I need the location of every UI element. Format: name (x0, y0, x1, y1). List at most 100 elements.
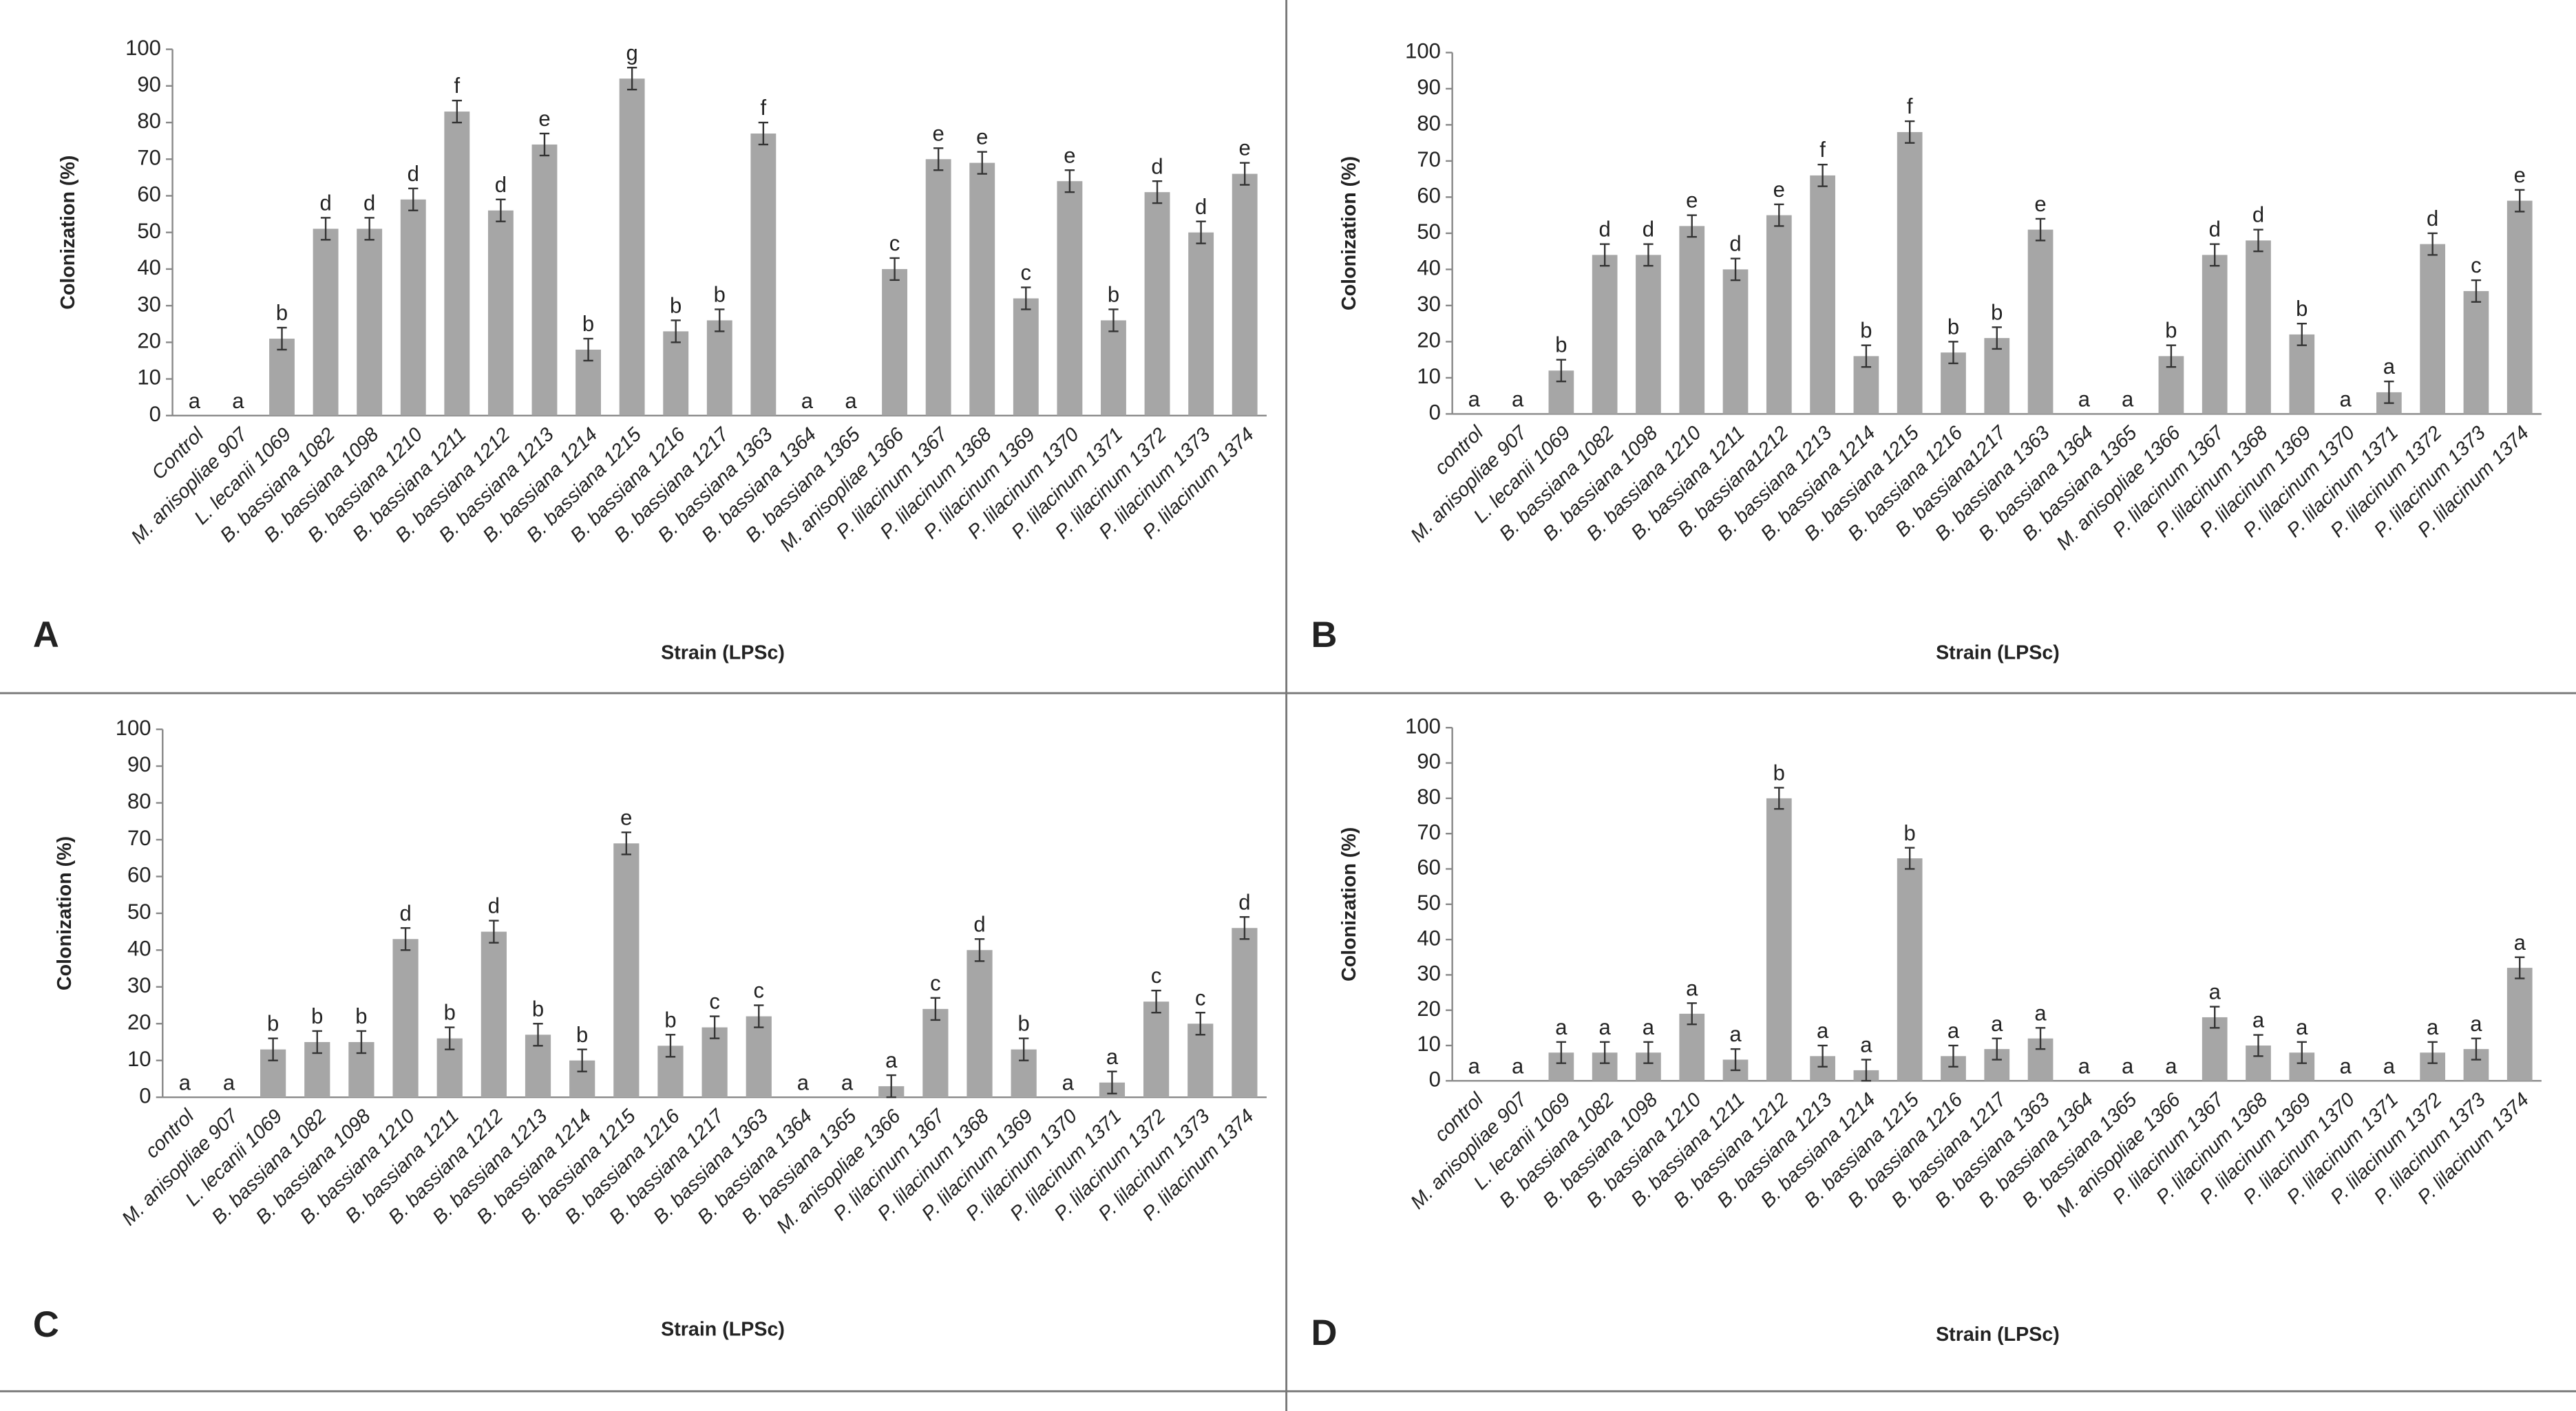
bar (750, 134, 777, 416)
y-tick-label: 30 (1417, 292, 1441, 316)
error-bar (671, 319, 681, 343)
significance-letter: b (670, 294, 682, 318)
error-bar (886, 1074, 896, 1099)
significance-letter: f (1819, 138, 1826, 162)
bar (2506, 200, 2533, 414)
y-tick-label: 50 (1417, 891, 1441, 915)
y-tick-label: 70 (1417, 147, 1441, 171)
bar (357, 229, 383, 416)
error-bar (1774, 203, 1784, 227)
significance-letter: e (1064, 143, 1075, 167)
bar (2202, 255, 2228, 414)
error-bar (1643, 1041, 1654, 1064)
error-bar (577, 1048, 587, 1072)
error-bar (1021, 286, 1031, 310)
significance-letter: d (1643, 218, 1654, 242)
error-bar (1948, 1044, 1959, 1068)
significance-letter: a (2078, 1054, 2091, 1078)
bar (1897, 858, 1923, 1081)
bar (400, 199, 426, 416)
significance-letter: d (1238, 890, 1250, 914)
significance-letter: a (232, 389, 244, 413)
error-bar (452, 99, 462, 124)
y-tick-label: 80 (1417, 785, 1441, 809)
y-tick-label: 80 (127, 789, 151, 814)
error-bar (1600, 1041, 1610, 1064)
error-bar (2297, 322, 2307, 346)
significance-letter: a (2339, 387, 2352, 411)
significance-letter: d (495, 173, 507, 197)
error-bar (1730, 1048, 1741, 1072)
significance-letter: e (1239, 136, 1251, 160)
significance-letter: a (1729, 1022, 1742, 1046)
x-axis-title: Strain (LPSc) (1936, 641, 2060, 664)
significance-letter: b (664, 1008, 676, 1032)
bar (1636, 255, 1661, 414)
significance-letter: a (2078, 387, 2091, 411)
error-bar (312, 1030, 322, 1054)
significance-letter: a (2034, 1001, 2047, 1025)
y-tick-label: 50 (137, 219, 161, 243)
error-bar (2471, 1037, 2482, 1061)
y-tick-label: 10 (137, 365, 161, 390)
error-bar (356, 1030, 367, 1054)
error-bar (2297, 1041, 2307, 1064)
significance-letter: a (1817, 1019, 1829, 1043)
y-tick-label: 40 (1417, 926, 1441, 950)
error-bar (1556, 1041, 1567, 1064)
significance-letter: b (582, 312, 594, 336)
significance-letter: b (1773, 761, 1785, 785)
error-bar (621, 831, 631, 856)
y-tick-label: 0 (1429, 1067, 1441, 1091)
significance-letter: a (797, 1070, 810, 1094)
significance-letter: a (1599, 1015, 1612, 1039)
error-bar (974, 938, 985, 962)
significance-letter: a (1106, 1045, 1119, 1069)
significance-letter: d (399, 901, 411, 925)
error-bar (2471, 279, 2482, 303)
y-tick-label: 40 (1417, 256, 1441, 280)
error-bar (1817, 163, 1828, 187)
error-bar (2253, 229, 2263, 253)
error-bar (1152, 180, 1163, 204)
error-bar (1905, 847, 1915, 870)
significance-letter: a (2383, 1054, 2396, 1078)
y-tick-label: 100 (125, 36, 161, 60)
bar (613, 843, 640, 1098)
y-tick-label: 30 (137, 292, 161, 316)
significance-letter: e (620, 805, 632, 829)
error-bar (2210, 1006, 2220, 1029)
bar (925, 159, 951, 416)
y-tick-label: 90 (127, 752, 151, 776)
error-bar (2427, 1041, 2438, 1064)
y-tick-label: 90 (1417, 750, 1441, 774)
significance-letter: d (973, 912, 985, 936)
panel-label: C (33, 1304, 59, 1345)
significance-letter: a (1555, 1015, 1567, 1039)
bar (2506, 968, 2533, 1081)
error-bar (626, 67, 637, 91)
bar (2420, 244, 2446, 414)
significance-letter: b (2296, 297, 2308, 321)
y-tick-label: 10 (1417, 364, 1441, 388)
error-bar (2515, 956, 2525, 979)
bar (1232, 173, 1258, 416)
x-axis-title: Strain (LPSc) (661, 641, 785, 664)
bar (392, 939, 419, 1098)
significance-letter: b (576, 1023, 588, 1047)
y-tick-label: 60 (137, 182, 161, 206)
y-axis-title: Colonization (%) (57, 156, 79, 310)
x-axis-title: Strain (LPSc) (1936, 1324, 2060, 1346)
error-bar (268, 1037, 278, 1061)
significance-letter: a (1468, 387, 1481, 411)
significance-letter: a (1468, 1054, 1481, 1078)
significance-letter: c (1151, 964, 1162, 988)
y-tick-label: 100 (1405, 39, 1441, 63)
significance-letter: f (1907, 94, 1913, 118)
y-tick-label: 80 (137, 109, 161, 133)
significance-letter: a (2296, 1015, 2308, 1039)
error-bar (1643, 243, 1654, 267)
error-bar (445, 1026, 455, 1050)
y-tick-label: 10 (1417, 1032, 1441, 1056)
significance-letter: b (1555, 333, 1567, 357)
